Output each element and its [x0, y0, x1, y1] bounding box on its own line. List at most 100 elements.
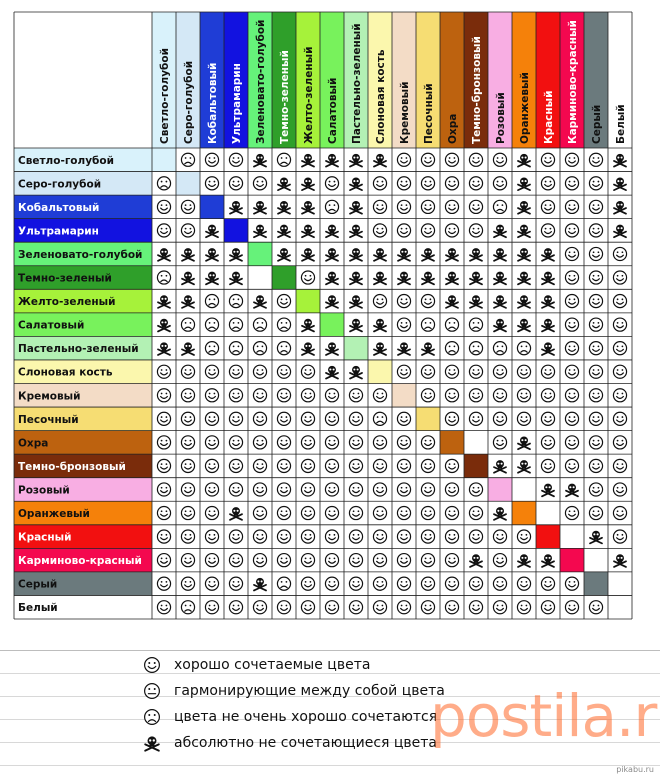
- good-face-icon: [300, 529, 316, 544]
- good-face-icon: [468, 576, 484, 591]
- good-face-icon: [588, 411, 604, 426]
- good-face-icon: [444, 411, 460, 426]
- good-face-icon: [396, 435, 412, 450]
- good-face-icon: [564, 576, 580, 591]
- row-label-15: Оранжевый: [18, 508, 90, 520]
- good-face-icon: [252, 364, 268, 379]
- good-face-icon: [420, 223, 436, 238]
- skull-icon: [349, 153, 363, 168]
- good-face-icon: [348, 482, 364, 497]
- good-face-icon: [396, 293, 412, 309]
- skull-icon: [421, 271, 435, 286]
- sad-face-icon: [276, 152, 292, 167]
- sad-face-icon: [492, 199, 508, 215]
- diagonal-cell-0: [152, 148, 176, 172]
- skull-icon: [493, 295, 507, 309]
- good-face-icon: [564, 152, 580, 167]
- good-face-icon: [420, 388, 436, 403]
- skull-icon: [541, 318, 555, 333]
- row-header-16: [14, 524, 152, 549]
- column-header-4: [248, 12, 272, 148]
- skull-icon: [301, 342, 315, 356]
- skull-icon: [349, 201, 363, 215]
- skull-icon: [421, 342, 435, 356]
- good-face-icon: [156, 435, 172, 450]
- sad-face-icon: [468, 341, 484, 356]
- sad-face-icon: [276, 576, 292, 591]
- skull-icon: [301, 248, 315, 262]
- good-face-icon: [204, 435, 220, 450]
- good-face-icon: [588, 505, 604, 521]
- good-face-icon: [180, 411, 196, 426]
- column-label-18: Серый: [591, 105, 603, 144]
- good-face-icon: [444, 458, 460, 474]
- row-header-17: [14, 548, 152, 572]
- row-label-6: Желто-зеленый: [18, 296, 115, 308]
- good-face-icon: [468, 152, 484, 167]
- good-face-icon: [324, 176, 340, 191]
- skull-icon: [517, 271, 531, 286]
- good-face-icon: [204, 388, 220, 403]
- sad-face-icon: [468, 317, 484, 332]
- good-face-icon: [564, 411, 580, 426]
- good-face-icon: [348, 458, 364, 474]
- skull-icon: [541, 554, 555, 568]
- column-label-2: Кобальтовый: [207, 63, 219, 144]
- good-face-icon: [492, 529, 508, 544]
- skull-icon: [277, 248, 291, 262]
- good-face-icon: [468, 364, 484, 379]
- diagonal-cell-10: [392, 383, 416, 408]
- sad-face-icon: [444, 341, 460, 356]
- legend-text-worst: абсолютно не сочетающиеся цвета: [174, 735, 438, 751]
- sad-face-icon: [252, 317, 268, 332]
- column-header-13: [464, 12, 488, 148]
- good-face-icon: [540, 435, 556, 450]
- column-header-15: [512, 12, 536, 148]
- skull-icon: [253, 153, 267, 168]
- good-face-icon: [252, 435, 268, 450]
- row-header-3: [14, 218, 152, 243]
- skull-icon: [325, 224, 339, 239]
- good-face-icon: [348, 411, 364, 426]
- good-face-icon: [228, 552, 244, 568]
- skull-icon: [205, 224, 219, 239]
- good-face-icon: [204, 176, 220, 191]
- good-face-icon: [300, 505, 316, 521]
- sad-face-icon: [180, 600, 196, 615]
- good-face-icon: [612, 458, 628, 474]
- skull-icon: [253, 577, 267, 592]
- row-label-16: Красный: [18, 532, 72, 544]
- good-face-icon: [540, 388, 556, 403]
- good-face-icon: [252, 458, 268, 474]
- good-face-icon: [420, 152, 436, 167]
- column-header-17: [560, 12, 584, 148]
- good-face-icon: [276, 482, 292, 497]
- column-header-0: [152, 12, 176, 148]
- good-face-icon: [612, 364, 628, 379]
- skull-icon: [589, 530, 603, 545]
- skull-icon: [277, 201, 291, 215]
- good-face-icon: [396, 152, 412, 167]
- good-face-icon: [468, 199, 484, 215]
- good-face-icon: [588, 246, 604, 262]
- skull-icon: [349, 318, 363, 333]
- good-face-icon: [492, 435, 508, 450]
- skull-icon: [373, 318, 387, 333]
- skull-icon: [277, 177, 291, 192]
- skull-icon: [493, 460, 507, 474]
- skull-icon: [517, 436, 531, 451]
- skull-icon: [517, 153, 531, 168]
- legend: хорошо сочетаемые цвета гармонирующие ме…: [0, 650, 660, 777]
- good-face-icon: [588, 199, 604, 215]
- skull-icon: [613, 201, 627, 215]
- good-face-icon: [492, 364, 508, 379]
- legend-row-bad: цвета не очень хорошо сочетаются: [142, 705, 437, 729]
- neutral-face-icon: [144, 683, 160, 699]
- column-header-11: [416, 12, 440, 148]
- good-face-icon: [540, 364, 556, 379]
- skull-icon: [613, 153, 627, 168]
- skull-icon: [469, 554, 483, 568]
- row-header-13: [14, 454, 152, 478]
- row-header-11: [14, 407, 152, 431]
- good-face-icon: [180, 435, 196, 450]
